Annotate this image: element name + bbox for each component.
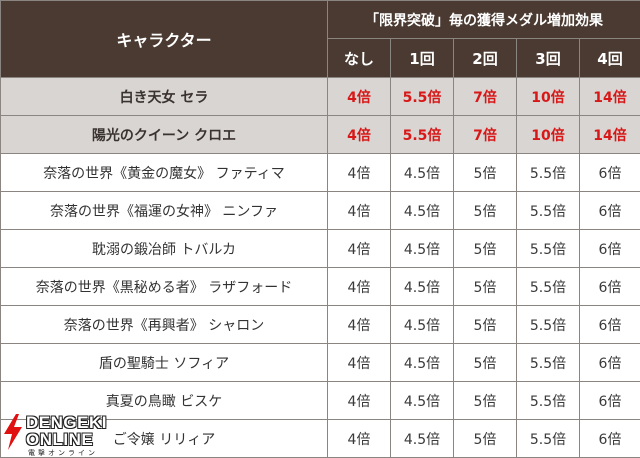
multiplier-cell: 7倍 bbox=[454, 78, 517, 116]
character-name-cell: 陽光のクイーン クロエ bbox=[1, 116, 328, 154]
multiplier-cell: 6倍 bbox=[580, 306, 640, 344]
column-header-none: なし bbox=[328, 39, 391, 78]
multiplier-cell: 5倍 bbox=[454, 192, 517, 230]
multiplier-cell: 4.5倍 bbox=[391, 382, 454, 420]
multiplier-cell: 5倍 bbox=[454, 420, 517, 458]
multiplier-cell: 6倍 bbox=[580, 154, 640, 192]
column-header-2: 2回 bbox=[454, 39, 517, 78]
character-name-cell: 奈落の世界《黒秘める者》 ラザフォード bbox=[1, 268, 328, 306]
multiplier-cell: 5.5倍 bbox=[517, 230, 580, 268]
multiplier-cell: 6倍 bbox=[580, 420, 640, 458]
multiplier-cell: 6倍 bbox=[580, 192, 640, 230]
multiplier-cell: 5倍 bbox=[454, 154, 517, 192]
multiplier-cell: 4倍 bbox=[328, 116, 391, 154]
multiplier-cell: 6倍 bbox=[580, 344, 640, 382]
multiplier-cell: 4倍 bbox=[328, 192, 391, 230]
multiplier-cell: 4.5倍 bbox=[391, 344, 454, 382]
multiplier-cell: 5.5倍 bbox=[517, 382, 580, 420]
lightning-bolt-icon bbox=[2, 414, 24, 450]
multiplier-cell: 7倍 bbox=[454, 116, 517, 154]
multiplier-cell: 4倍 bbox=[328, 382, 391, 420]
multiplier-cell: 4.5倍 bbox=[391, 154, 454, 192]
column-header-1: 1回 bbox=[391, 39, 454, 78]
multiplier-cell: 5.5倍 bbox=[517, 154, 580, 192]
character-name-cell: 奈落の世界《福運の女神》 ニンファ bbox=[1, 192, 328, 230]
multiplier-cell: 5倍 bbox=[454, 306, 517, 344]
multiplier-cell: 5.5倍 bbox=[517, 420, 580, 458]
table-header: キャラクター 「限界突破」毎の獲得メダル増加効果 なし 1回 2回 3回 4回 bbox=[1, 1, 640, 78]
multiplier-cell: 4倍 bbox=[328, 230, 391, 268]
multiplier-cell: 4.5倍 bbox=[391, 420, 454, 458]
multiplier-cell: 6倍 bbox=[580, 268, 640, 306]
multiplier-cell: 4倍 bbox=[328, 306, 391, 344]
multiplier-cell: 6倍 bbox=[580, 382, 640, 420]
multiplier-cell: 4倍 bbox=[328, 420, 391, 458]
multiplier-cell: 4.5倍 bbox=[391, 268, 454, 306]
character-name-cell: 白き天女 セラ bbox=[1, 78, 328, 116]
limit-break-group-header: 「限界突破」毎の獲得メダル増加効果 bbox=[328, 1, 640, 39]
multiplier-cell: 4倍 bbox=[328, 154, 391, 192]
multiplier-cell: 5倍 bbox=[454, 268, 517, 306]
multiplier-cell: 5.5倍 bbox=[517, 306, 580, 344]
watermark-line-2: ONLINE bbox=[26, 430, 93, 450]
multiplier-cell: 5倍 bbox=[454, 230, 517, 268]
multiplier-cell: 4倍 bbox=[328, 344, 391, 382]
watermark-line-3: 電撃オンライン bbox=[28, 448, 98, 458]
multiplier-cell: 5.5倍 bbox=[517, 268, 580, 306]
multiplier-cell: 5.5倍 bbox=[517, 344, 580, 382]
multiplier-cell: 5.5倍 bbox=[391, 116, 454, 154]
multiplier-cell: 6倍 bbox=[580, 230, 640, 268]
multiplier-cell: 4.5倍 bbox=[391, 306, 454, 344]
multiplier-cell: 14倍 bbox=[580, 116, 640, 154]
character-name-cell: 奈落の世界《黄金の魔女》 ファティマ bbox=[1, 154, 328, 192]
multiplier-cell: 5.5倍 bbox=[517, 192, 580, 230]
character-name-cell: 盾の聖騎士 ソフィア bbox=[1, 344, 328, 382]
column-header-4: 4回 bbox=[580, 39, 640, 78]
multiplier-cell: 4倍 bbox=[328, 268, 391, 306]
character-column-header: キャラクター bbox=[1, 1, 328, 78]
column-header-3: 3回 bbox=[517, 39, 580, 78]
multiplier-cell: 5.5倍 bbox=[391, 78, 454, 116]
multiplier-cell: 5倍 bbox=[454, 382, 517, 420]
multiplier-cell: 5倍 bbox=[454, 344, 517, 382]
dengeki-online-watermark: DENGEKI ONLINE 電撃オンライン bbox=[0, 412, 140, 456]
multiplier-cell: 4.5倍 bbox=[391, 192, 454, 230]
multiplier-cell: 4.5倍 bbox=[391, 230, 454, 268]
character-name-cell: 耽溺の鍛冶師 トバルカ bbox=[1, 230, 328, 268]
multiplier-cell: 14倍 bbox=[580, 78, 640, 116]
multiplier-cell: 4倍 bbox=[328, 78, 391, 116]
character-name-cell: 奈落の世界《再興者》 シャロン bbox=[1, 306, 328, 344]
multiplier-cell: 10倍 bbox=[517, 78, 580, 116]
multiplier-cell: 10倍 bbox=[517, 116, 580, 154]
